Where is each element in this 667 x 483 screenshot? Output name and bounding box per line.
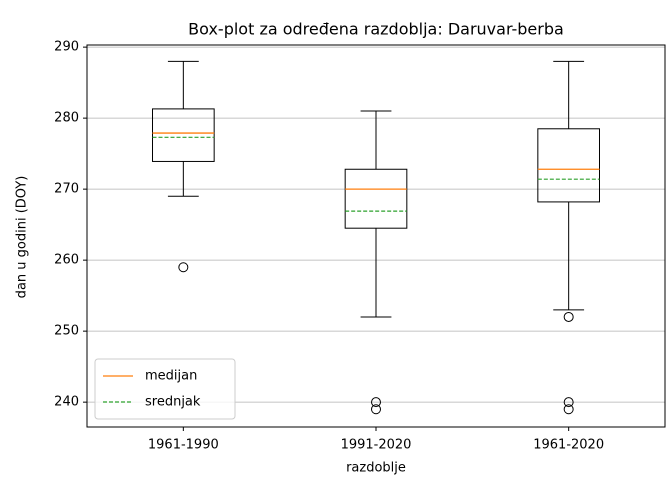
y-tick-label: 250	[54, 324, 79, 339]
y-tick-label: 270	[54, 182, 79, 197]
outlier	[563, 404, 574, 415]
legend-label: srednjak	[145, 395, 201, 410]
x-tick-label: 1991-2020	[341, 438, 412, 453]
x-axis-label: razdoblje	[346, 461, 406, 476]
outlier	[563, 397, 574, 408]
y-tick-label: 290	[54, 40, 79, 55]
legend-box	[94, 358, 236, 420]
y-tick-label: 240	[54, 395, 79, 410]
legend-label: medijan	[145, 369, 197, 384]
y-axis-label: dan u godini (DOY)	[15, 176, 30, 299]
box	[344, 168, 408, 229]
outlier	[371, 404, 381, 415]
x-tick-label: 1961-2020	[533, 438, 604, 453]
outlier	[371, 397, 381, 408]
outlier	[178, 262, 189, 273]
y-tick-label: 280	[54, 111, 79, 126]
box	[537, 128, 600, 203]
plot-frame	[86, 44, 666, 428]
chart-title: Box-plot za određena razdoblja: Daruvar-…	[188, 20, 564, 39]
box	[152, 108, 215, 162]
y-tick-label: 260	[54, 253, 79, 268]
x-tick-label: 1961-1990	[148, 438, 219, 453]
outlier	[563, 311, 574, 322]
